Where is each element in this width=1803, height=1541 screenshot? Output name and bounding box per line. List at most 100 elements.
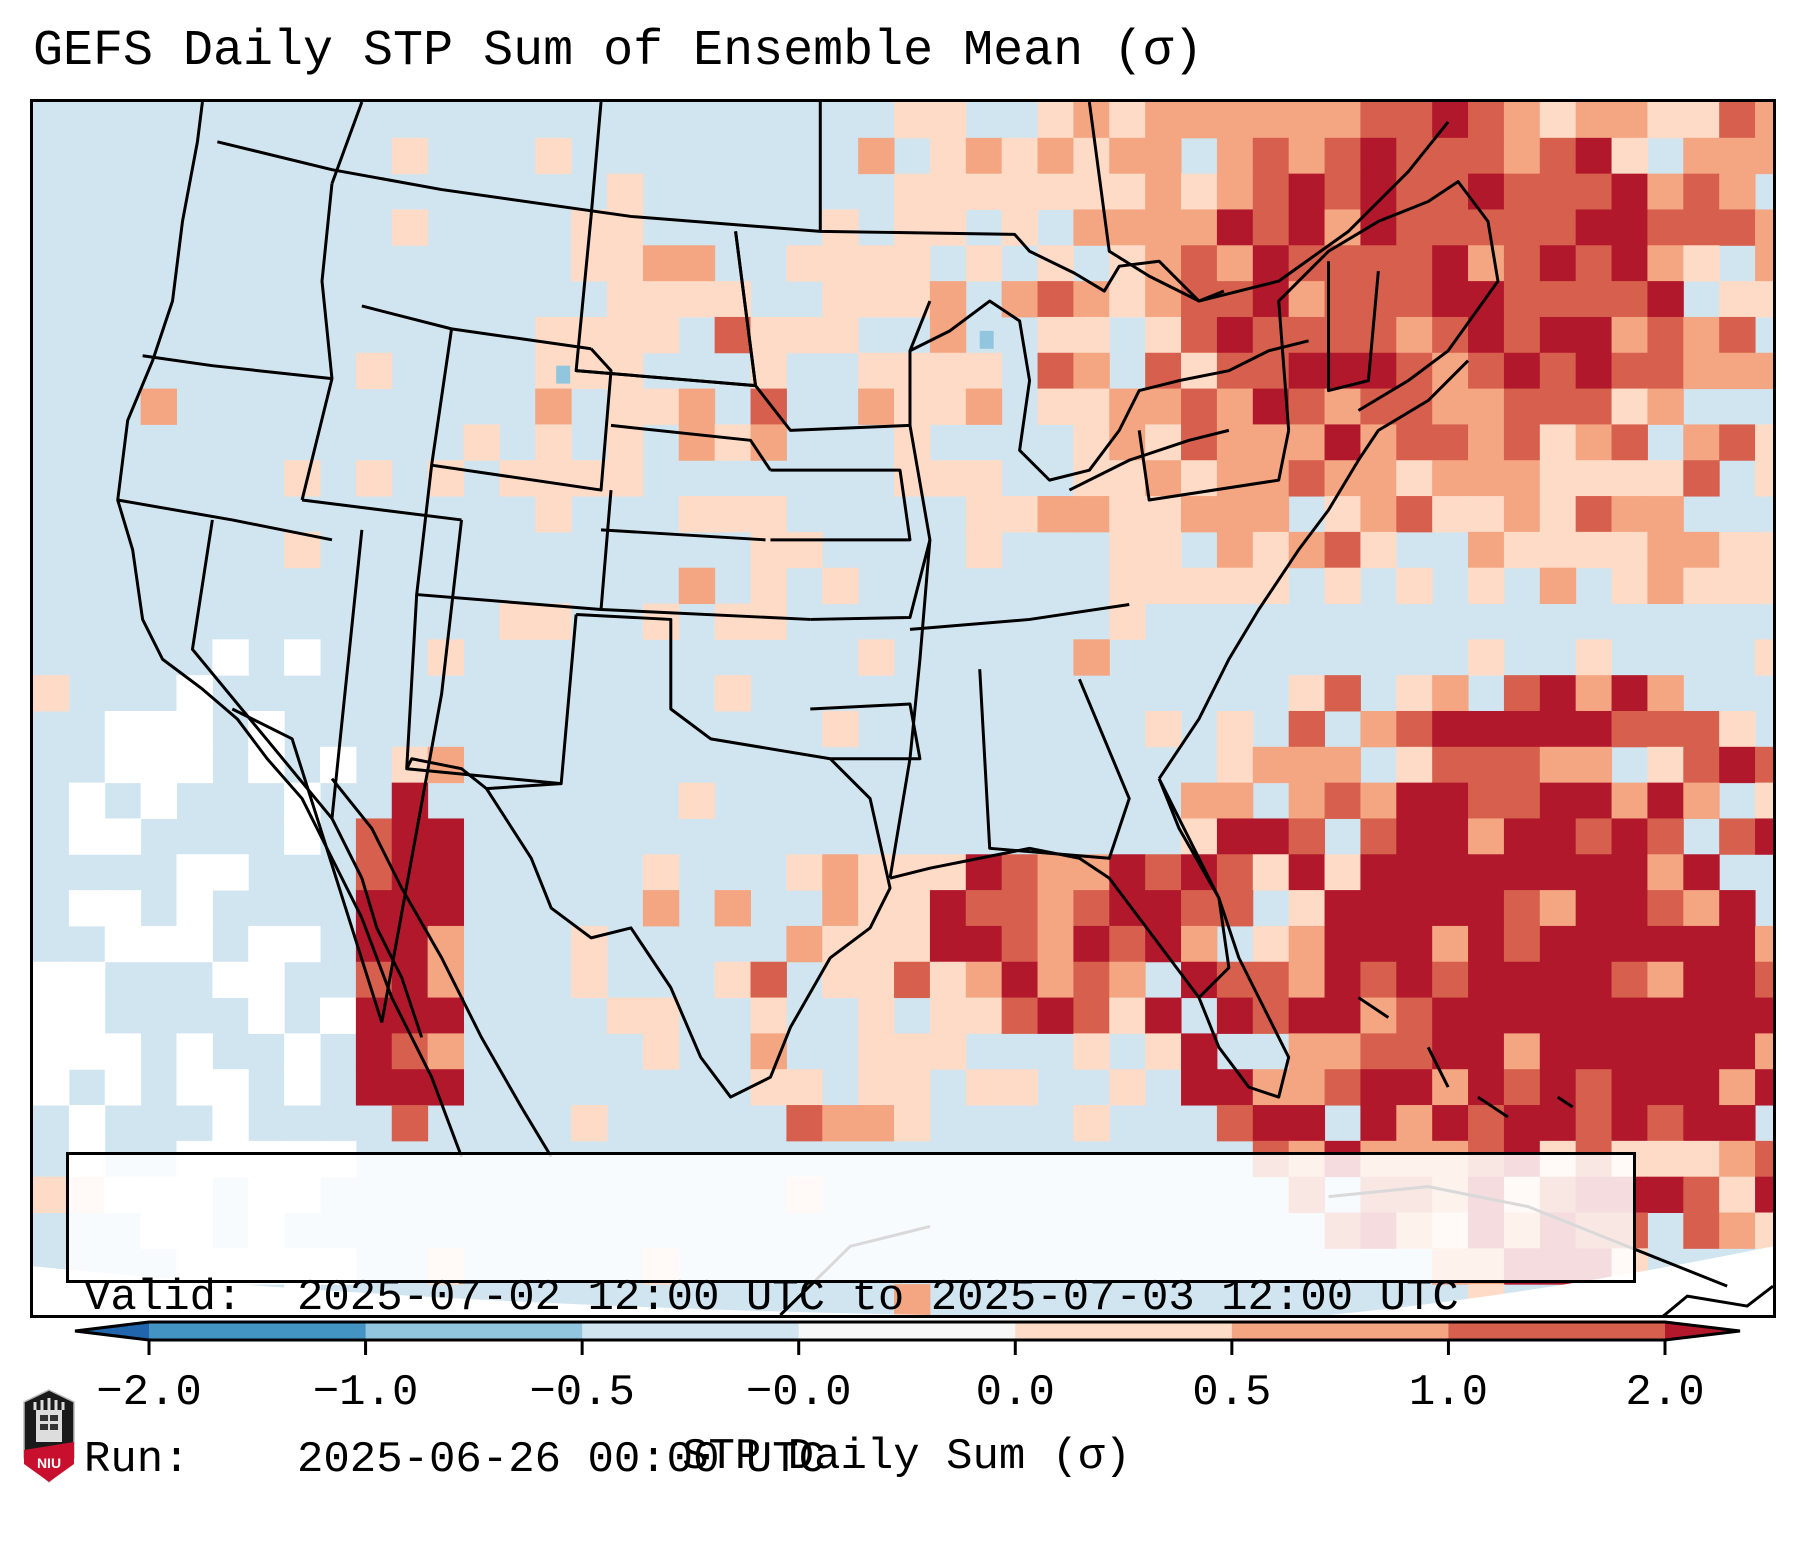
mexico-mainland-coast [330, 777, 553, 1158]
anomaly-cell-p2 [1468, 388, 1505, 425]
anomaly-cell-p2 [642, 245, 680, 282]
anomaly-cell-p4 [1432, 818, 1469, 855]
anomaly-cell-p4 [1360, 137, 1397, 175]
anomaly-cell-p2 [1324, 209, 1361, 246]
anomaly-cell-p1 [929, 388, 967, 425]
anomaly-cell-p2 [1109, 961, 1146, 999]
anomaly-cell-p3 [1288, 818, 1326, 855]
anomaly-cell-p1 [607, 352, 644, 390]
tn-ky [909, 603, 1130, 631]
anomaly-cell-p1 [750, 603, 787, 640]
anomaly-cell-p2 [678, 245, 716, 282]
anomaly-cell-p2 [1611, 496, 1648, 533]
anomaly-cell-p1 [894, 1033, 931, 1070]
anomaly-cell-p3 [1611, 710, 1648, 748]
wy-box [430, 328, 613, 492]
colorbar-bin [798, 1322, 1016, 1340]
anomaly-cell-p4 [1324, 890, 1361, 927]
anomaly-cell-z [68, 961, 106, 999]
anomaly-cell-p2 [1288, 102, 1326, 139]
anomaly-cell-p3 [1539, 173, 1577, 210]
anomaly-cell-p3 [1145, 854, 1182, 891]
anomaly-cell-p3 [1468, 782, 1505, 819]
colorbar-extend-over [1665, 1322, 1740, 1340]
anomaly-cell-p4 [1288, 209, 1326, 246]
anomaly-cell-p4 [1575, 352, 1613, 390]
anomaly-cell-p4 [1575, 854, 1613, 891]
anomaly-cell-p1 [607, 997, 644, 1034]
anomaly-cell-p1 [965, 173, 1003, 210]
anomaly-cell-p4 [1503, 961, 1541, 999]
anomaly-cell-p2 [1683, 137, 1720, 175]
anomaly-cell-p3 [1288, 388, 1326, 425]
anomaly-cell-z [176, 890, 213, 927]
anomaly-cell-p1 [894, 460, 931, 497]
anomaly-cell-p2 [1037, 496, 1074, 533]
anomaly-cell-p4 [1288, 997, 1326, 1034]
anomaly-cell-p2 [1647, 961, 1684, 999]
anomaly-cell-p3 [786, 1105, 823, 1142]
anomaly-cell-z [68, 1105, 106, 1142]
anomaly-cell-p1 [535, 424, 572, 461]
anomaly-cell-p1 [965, 460, 1003, 497]
anomaly-cell-p1 [571, 245, 608, 282]
anomaly-cell-p2 [1109, 209, 1146, 246]
anomaly-cell-p1 [965, 997, 1003, 1034]
anomaly-cell-p1 [1683, 245, 1720, 282]
anomaly-cell-p1 [858, 281, 895, 318]
anomaly-cell-p4 [1252, 245, 1290, 282]
anomaly-cell-p1 [642, 603, 680, 640]
anomaly-cell-p4 [1719, 997, 1756, 1034]
map-panel [30, 99, 1776, 1318]
anomaly-cell-p4 [1539, 925, 1577, 963]
anomaly-cell-p3 [1503, 316, 1541, 354]
anomaly-cell-p3 [1432, 424, 1469, 461]
anomaly-cell-p2 [1145, 388, 1182, 425]
anomaly-cell-p3 [1575, 496, 1613, 533]
anomaly-cell-p3 [1181, 316, 1218, 354]
anomaly-cell-p4 [1755, 1176, 1773, 1214]
anomaly-cell-p1 [1396, 460, 1433, 497]
anomaly-cell-p1 [965, 531, 1003, 569]
anomaly-cell-z [68, 890, 106, 927]
anomaly-cell-p4 [1432, 854, 1469, 891]
anomaly-cell-p4 [1611, 1033, 1648, 1070]
anomaly-cell-p3 [1683, 209, 1720, 246]
anomaly-cell-p1 [355, 460, 393, 497]
anomaly-cell-p4 [355, 1033, 393, 1070]
anomaly-cell-p3 [1396, 997, 1433, 1034]
colorbar [0, 1318, 1803, 1378]
anomaly-cell-p1 [642, 854, 680, 891]
run-row: Run: 2025-06-26 00:00 UTC [84, 1433, 1633, 1487]
anomaly-cell-p1 [965, 1069, 1003, 1106]
anomaly-cell-p3 [1683, 746, 1720, 784]
bahamas [1357, 996, 1574, 1119]
anomaly-cell-p4 [1683, 1105, 1720, 1142]
anomaly-cell-p1 [786, 854, 823, 891]
anomaly-cell-p1 [750, 316, 787, 354]
anomaly-cell-p1 [929, 173, 967, 210]
anomaly-cell-p2 [1181, 102, 1218, 139]
colorbar-label: STP Daily Sum (σ) [682, 1432, 1131, 1482]
anomaly-cell-p1 [1037, 173, 1074, 210]
pa-ny [1137, 430, 1291, 502]
ia-mo [770, 468, 912, 542]
anomaly-cell-p4 [1432, 281, 1469, 318]
anomaly-cell-p1 [1468, 639, 1505, 676]
anomaly-cell-p1 [1001, 1069, 1039, 1106]
anomaly-cell-p3 [1503, 890, 1541, 927]
anomaly-cell-p4 [391, 1069, 429, 1106]
anomaly-cell-p3 [1575, 281, 1613, 318]
anomaly-cell-p2 [894, 1284, 931, 1315]
anomaly-cell-p2 [1719, 137, 1756, 175]
anomaly-cell-p3 [1001, 890, 1039, 927]
anomaly-cell-p3 [1611, 424, 1648, 461]
anomaly-cell-p3 [1647, 209, 1684, 246]
anomaly-cell-p2 [1755, 102, 1773, 139]
anomaly-cell-p1 [965, 245, 1003, 282]
anomaly-cell-p1 [822, 961, 859, 999]
anomaly-cell-p3 [1647, 710, 1684, 748]
baja-gulf-coast [330, 817, 424, 1038]
anomaly-cell-p1 [1037, 388, 1074, 425]
anomaly-cell-p1 [1755, 281, 1773, 318]
